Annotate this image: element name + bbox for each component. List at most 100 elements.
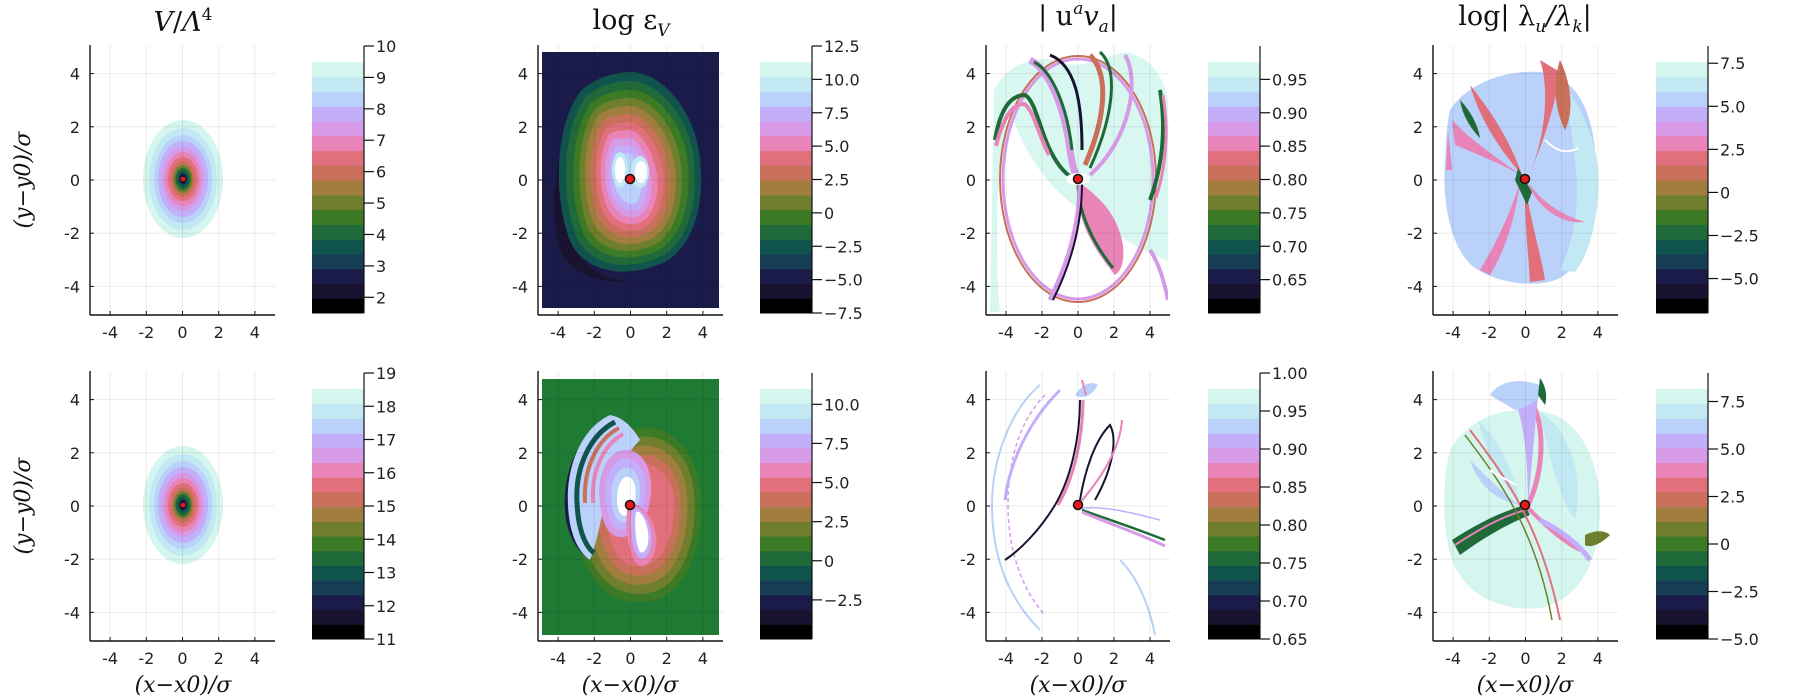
colorbar-swatch xyxy=(312,433,364,449)
x-tick-label: 4 xyxy=(1593,649,1603,668)
colorbar-swatch xyxy=(312,506,364,522)
x-tick-label: -2 xyxy=(586,323,602,342)
colorbar-swatch xyxy=(1656,253,1708,270)
colorbar-swatch xyxy=(1208,121,1260,137)
y-tick-label: -2 xyxy=(1407,224,1423,243)
colorbar-swatch xyxy=(312,389,364,405)
colorbar-swatch xyxy=(312,477,364,493)
colorbar-tick-label: 10.0 xyxy=(824,70,860,89)
colorbar-swatch xyxy=(1656,580,1708,596)
colorbar-swatch xyxy=(312,253,364,270)
colorbar-swatch xyxy=(1208,150,1260,166)
panel-potential-bottom: -4 -2 0 2 4 4 2 0 -2 -4 19 18 17 16 15 14 13 12 11 xyxy=(64,364,396,668)
y-tick-label: 0 xyxy=(966,171,976,190)
colorbar-swatch xyxy=(312,609,364,625)
colorbar-tick-label: 0.65 xyxy=(1272,271,1308,290)
colorbar-lambda-ratio-bottom: 7.5 5.0 2.5 0 −2.5 −5.0 xyxy=(1656,373,1759,649)
colorbar-swatch xyxy=(312,298,364,314)
colorbar-tick-label: 12 xyxy=(376,597,396,616)
y-tick-label: -4 xyxy=(1407,603,1423,622)
colorbar-swatch xyxy=(1656,491,1708,508)
colorbar-tick-label: 14 xyxy=(376,530,396,549)
colorbar-swatch xyxy=(1656,298,1708,314)
colorbar-potential-top: 10 9 8 7 6 5 4 3 2 xyxy=(312,37,396,314)
colorbar-swatch xyxy=(1208,462,1260,478)
y-tick-label: -2 xyxy=(64,224,80,243)
y-tick-label: 0 xyxy=(70,171,80,190)
y-tick-label: -4 xyxy=(64,277,80,296)
colorbar-tick-label: 0.75 xyxy=(1272,204,1308,223)
origin-marker xyxy=(1072,499,1084,511)
y-tick-label: 4 xyxy=(1413,65,1423,84)
colorbar-swatch xyxy=(1208,447,1260,464)
colorbar-swatch xyxy=(1656,150,1708,166)
colorbar-swatch xyxy=(312,121,364,137)
heatmap-u-dot-v-top xyxy=(990,50,1168,312)
colorbar-swatch xyxy=(1208,624,1260,640)
colorbar-swatch xyxy=(760,298,812,314)
colorbar-swatch xyxy=(760,550,812,566)
x-tick-label: 4 xyxy=(698,323,708,342)
colorbar-tick-label: 5 xyxy=(376,194,386,213)
y-tick-label: -2 xyxy=(64,550,80,569)
colorbar-swatch xyxy=(312,224,364,240)
origin-marker xyxy=(624,499,636,511)
colorbar-tick-label: 10 xyxy=(376,37,396,56)
colorbar-swatch xyxy=(760,253,812,270)
colorbar-tick-label: 2.5 xyxy=(1720,140,1745,159)
colorbar-tick-label: 6 xyxy=(376,163,386,182)
colorbar-swatch xyxy=(760,209,812,225)
colorbar-swatch xyxy=(1656,239,1708,255)
x-tick-label: -2 xyxy=(1034,323,1050,342)
colorbar-swatch xyxy=(760,580,812,596)
colorbar-swatch xyxy=(1208,433,1260,449)
colorbar-swatch xyxy=(312,268,364,284)
colorbar-tick-label: 2.5 xyxy=(824,513,849,532)
y-tick-label: -2 xyxy=(512,224,528,243)
x-axis-label-2: (x−x0)/σ xyxy=(582,673,680,698)
colorbar-tick-label: 0.75 xyxy=(1272,554,1308,573)
y-tick-label: 2 xyxy=(1413,118,1423,137)
colorbar-tick-label: 18 xyxy=(376,397,396,416)
y-tick-label: 0 xyxy=(518,497,528,516)
heatmap-lambda-ratio-bottom xyxy=(1444,378,1610,621)
colorbar-swatch xyxy=(1656,550,1708,566)
colorbar-swatch xyxy=(312,418,364,434)
x-tick-label: -2 xyxy=(138,649,154,668)
x-tick-label: 4 xyxy=(1145,649,1155,668)
colorbar-swatch xyxy=(1208,224,1260,240)
colorbar-swatch xyxy=(760,521,812,537)
colorbar-swatch xyxy=(1656,594,1708,611)
colorbar-swatch xyxy=(312,536,364,552)
colorbar-swatch xyxy=(760,62,812,78)
heatmap-lambda-ratio-top xyxy=(1444,60,1599,284)
colorbar-swatch xyxy=(312,76,364,93)
colorbar-swatch xyxy=(1656,268,1708,284)
colorbar-swatch xyxy=(1208,91,1260,107)
x-tick-label: 2 xyxy=(1557,323,1567,342)
colorbar-tick-label: 7.5 xyxy=(824,104,849,123)
colorbar-tick-label: 5.0 xyxy=(824,474,849,493)
colorbar-swatch xyxy=(760,268,812,284)
origin-marker xyxy=(1519,499,1531,511)
x-tick-label: 4 xyxy=(1145,323,1155,342)
colorbar-tick-label: −2.5 xyxy=(1720,583,1759,602)
y-tick-label: 4 xyxy=(70,65,80,84)
colorbar-tick-label: 10.0 xyxy=(824,395,860,414)
x-tick-label: -4 xyxy=(550,649,566,668)
origin-marker xyxy=(180,502,186,508)
panel-log-epsilon-bottom: -4 -2 0 2 4 4 2 0 -2 -4 10.0 7.5 5.0 2.5 0 −2.5 xyxy=(512,371,863,668)
colorbar-swatch xyxy=(312,283,364,299)
y-tick-label: 4 xyxy=(1413,391,1423,410)
colorbar-swatch xyxy=(312,462,364,478)
y-tick-label: -2 xyxy=(960,224,976,243)
colorbar-swatch xyxy=(312,521,364,537)
colorbar-tick-label: 3 xyxy=(376,257,386,276)
colorbar-swatch xyxy=(1656,121,1708,137)
colorbar-swatch xyxy=(1208,491,1260,508)
x-tick-label: 0 xyxy=(177,649,187,668)
colorbar-swatch xyxy=(1656,462,1708,478)
x-tick-label: -4 xyxy=(998,323,1014,342)
colorbar-swatch xyxy=(312,91,364,107)
colorbar-swatch xyxy=(760,624,812,640)
